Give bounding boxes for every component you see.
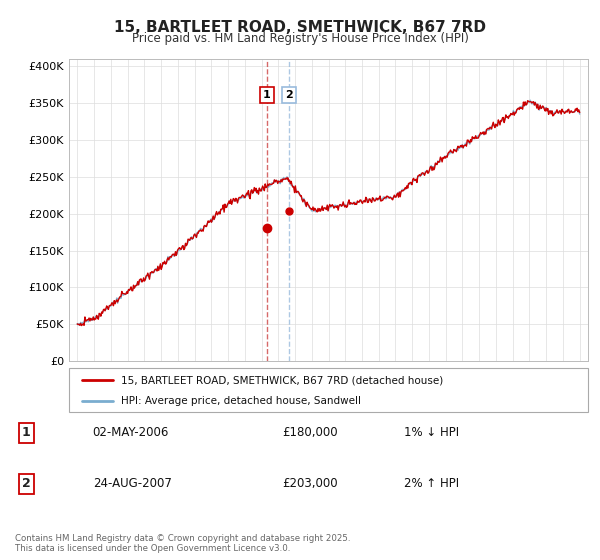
Text: 02-MAY-2006: 02-MAY-2006 — [92, 426, 169, 440]
Text: 2: 2 — [22, 477, 31, 490]
Text: 2% ↑ HPI: 2% ↑ HPI — [404, 477, 459, 490]
Text: 1% ↓ HPI: 1% ↓ HPI — [404, 426, 459, 440]
Text: 15, BARTLEET ROAD, SMETHWICK, B67 7RD: 15, BARTLEET ROAD, SMETHWICK, B67 7RD — [114, 20, 486, 35]
Text: Contains HM Land Registry data © Crown copyright and database right 2025.
This d: Contains HM Land Registry data © Crown c… — [15, 534, 350, 553]
Text: 1: 1 — [22, 426, 31, 440]
Text: Price paid vs. HM Land Registry's House Price Index (HPI): Price paid vs. HM Land Registry's House … — [131, 32, 469, 45]
FancyBboxPatch shape — [69, 368, 588, 412]
Text: 24-AUG-2007: 24-AUG-2007 — [92, 477, 172, 490]
Text: £180,000: £180,000 — [283, 426, 338, 440]
Text: 1: 1 — [263, 90, 271, 100]
Text: 2: 2 — [285, 90, 293, 100]
Text: £203,000: £203,000 — [283, 477, 338, 490]
Text: HPI: Average price, detached house, Sandwell: HPI: Average price, detached house, Sand… — [121, 396, 361, 405]
Text: 15, BARTLEET ROAD, SMETHWICK, B67 7RD (detached house): 15, BARTLEET ROAD, SMETHWICK, B67 7RD (d… — [121, 375, 443, 385]
